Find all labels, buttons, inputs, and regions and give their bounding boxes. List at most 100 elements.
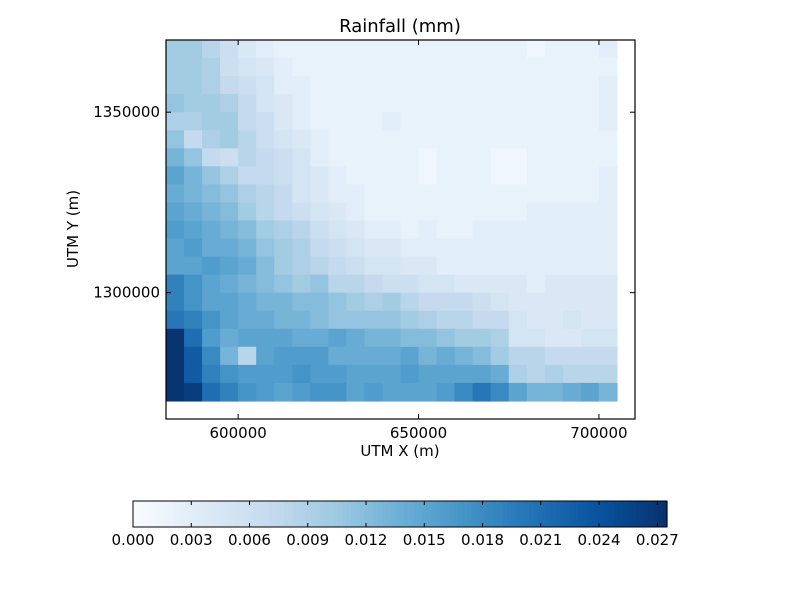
- heatmap-cell: [346, 148, 366, 167]
- colorbar-segment: [475, 501, 481, 527]
- heatmap-cell: [220, 148, 239, 167]
- heatmap-cell: [508, 238, 528, 258]
- colorbar-segment: [288, 501, 294, 527]
- heatmap-cell: [346, 256, 366, 276]
- colorbar-segment: [141, 501, 147, 527]
- heatmap-cell: [400, 112, 420, 131]
- heatmap-cell: [544, 130, 564, 149]
- heatmap-cell: [454, 274, 474, 294]
- heatmap-cell: [202, 310, 221, 330]
- heatmap-cell: [400, 328, 420, 348]
- heatmap-cell: [220, 310, 239, 330]
- heatmap-cell: [202, 166, 221, 185]
- heatmap-cell: [544, 112, 564, 131]
- heatmap-cell: [526, 166, 546, 185]
- heatmap-cell: [202, 220, 221, 240]
- heatmap-cell: [364, 310, 384, 330]
- colorbar-segment: [359, 501, 365, 527]
- heatmap-cell: [328, 58, 347, 77]
- colorbar-segment: [471, 501, 477, 527]
- heatmap-cell: [508, 292, 528, 312]
- colorbar-segment: [226, 501, 232, 527]
- heatmap-cell: [238, 382, 257, 402]
- heatmap-cell: [598, 76, 618, 95]
- colorbar-segment: [364, 501, 370, 527]
- colorbar-segment: [262, 501, 268, 527]
- colorbar-tick-label: 0.009: [286, 531, 329, 549]
- heatmap-cell: [598, 202, 618, 222]
- heatmap-cell: [184, 220, 203, 240]
- heatmap-cell: [418, 256, 438, 276]
- heatmap-cell: [526, 310, 546, 330]
- heatmap-cell: [436, 382, 456, 402]
- heatmap-cell: [382, 94, 402, 113]
- heatmap-cell: [220, 94, 239, 113]
- heatmap-cell: [310, 328, 329, 348]
- heatmap-cell: [346, 382, 366, 402]
- heatmap-cell: [490, 166, 510, 185]
- heatmap-cell: [292, 148, 311, 167]
- heatmap-cell: [472, 76, 492, 95]
- heatmap-cell: [454, 184, 474, 204]
- heatmap-cell: [598, 328, 618, 348]
- colorbar-segment: [186, 501, 192, 527]
- heatmap-cell: [328, 166, 347, 185]
- heatmap-cell: [292, 328, 311, 348]
- heatmap-cell: [184, 328, 203, 348]
- colorbar-segment: [618, 501, 624, 527]
- heatmap-cell: [400, 364, 420, 384]
- heatmap-cell: [598, 364, 618, 384]
- heatmap-cell: [292, 238, 311, 258]
- colorbar-segment: [444, 501, 450, 527]
- heatmap-cell: [364, 346, 384, 366]
- colorbar-segment: [190, 501, 196, 527]
- heatmap-cell: [544, 238, 564, 258]
- heatmap-cell: [364, 94, 384, 113]
- heatmap-cell: [598, 274, 618, 294]
- colorbar-segment: [150, 501, 156, 527]
- heatmap-cell: [274, 184, 293, 204]
- colorbar-segment: [435, 501, 441, 527]
- heatmap-cell: [472, 274, 492, 294]
- heatmap-cell: [544, 364, 564, 384]
- heatmap-cell: [472, 40, 492, 59]
- heatmap-cell: [526, 274, 546, 294]
- heatmap-cell: [310, 148, 329, 167]
- chart-title: Rainfall (mm): [339, 16, 461, 37]
- heatmap-cell: [454, 310, 474, 330]
- colorbar-segment: [337, 501, 343, 527]
- heatmap-cell: [274, 328, 293, 348]
- heatmap-cell: [472, 310, 492, 330]
- heatmap-cell: [490, 58, 510, 77]
- colorbar-segment: [270, 501, 276, 527]
- heatmap-cell: [220, 166, 239, 185]
- heatmap-cell: [508, 40, 528, 59]
- colorbar-segment: [395, 501, 401, 527]
- heatmap-cell: [364, 274, 384, 294]
- heatmap-cell: [436, 238, 456, 258]
- heatmap-cell: [598, 130, 618, 149]
- colorbar-segment: [564, 501, 570, 527]
- heatmap-cell: [256, 328, 275, 348]
- heatmap-cell: [256, 292, 275, 312]
- colorbar-segment: [155, 501, 161, 527]
- heatmap-cell: [220, 256, 239, 276]
- heatmap-cell: [274, 148, 293, 167]
- heatmap-cell: [436, 310, 456, 330]
- heatmap-cell: [364, 328, 384, 348]
- heatmap-cell: [526, 94, 546, 113]
- heatmap-cell: [202, 94, 221, 113]
- heatmap-cell: [346, 112, 366, 131]
- y-tick-label: 1350000: [93, 103, 160, 121]
- heatmap-cell: [328, 76, 347, 95]
- colorbar-tick-label: 0.000: [112, 531, 155, 549]
- heatmap-cell: [238, 238, 257, 258]
- heatmap-cell: [328, 328, 347, 348]
- heatmap-cell: [418, 220, 438, 240]
- heatmap-cell: [418, 184, 438, 204]
- heatmap-cell: [580, 166, 600, 185]
- heatmap-cell: [418, 292, 438, 312]
- colorbar-segment: [173, 501, 179, 527]
- heatmap-cell: [202, 328, 221, 348]
- heatmap-cell: [544, 382, 564, 402]
